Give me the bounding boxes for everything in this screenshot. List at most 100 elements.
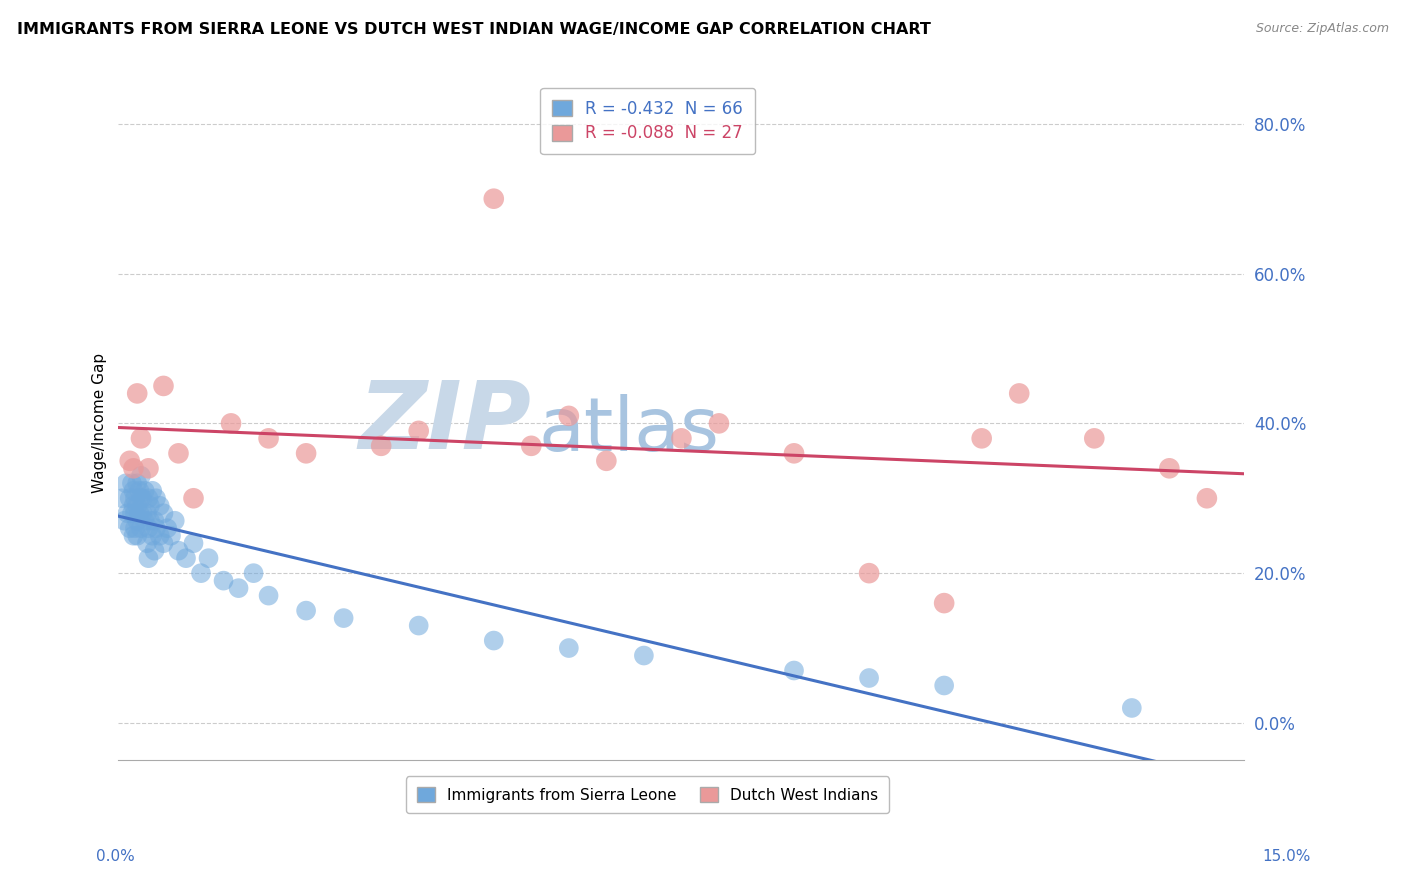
Point — [136, 506, 159, 520]
Point — [558, 641, 581, 656]
Text: IMMIGRANTS FROM SIERRA LEONE VS DUTCH WEST INDIAN WAGE/INCOME GAP CORRELATION CH: IMMIGRANTS FROM SIERRA LEONE VS DUTCH WE… — [17, 22, 931, 37]
Point — [128, 483, 150, 498]
Point — [152, 379, 174, 393]
Point — [295, 446, 318, 460]
Point — [1195, 491, 1218, 506]
Point — [156, 521, 179, 535]
Point — [212, 574, 235, 588]
Point — [145, 521, 167, 535]
Point — [111, 491, 134, 506]
Point — [183, 491, 205, 506]
Point — [127, 499, 149, 513]
Point — [122, 529, 145, 543]
Point — [118, 521, 141, 535]
Point — [129, 491, 152, 506]
Point — [242, 566, 264, 581]
Point — [482, 192, 505, 206]
Point — [408, 424, 430, 438]
Text: 0.0%: 0.0% — [96, 849, 135, 864]
Point — [128, 506, 150, 520]
Point — [858, 566, 880, 581]
Point — [197, 551, 219, 566]
Point — [141, 483, 163, 498]
Point — [138, 551, 160, 566]
Point — [149, 499, 172, 513]
Point — [257, 431, 280, 445]
Point — [121, 506, 143, 520]
Point — [129, 468, 152, 483]
Point — [122, 461, 145, 475]
Point — [124, 506, 146, 520]
Point — [707, 417, 730, 431]
Point — [970, 431, 993, 445]
Point — [127, 529, 149, 543]
Point — [558, 409, 581, 423]
Point — [127, 386, 149, 401]
Point — [139, 514, 162, 528]
Point — [114, 514, 136, 528]
Point — [122, 499, 145, 513]
Point — [127, 514, 149, 528]
Point — [152, 506, 174, 520]
Point — [134, 514, 156, 528]
Point — [131, 506, 153, 520]
Point — [138, 521, 160, 535]
Point — [1159, 461, 1181, 475]
Point — [124, 491, 146, 506]
Point — [143, 543, 166, 558]
Point — [138, 461, 160, 475]
Text: ZIP: ZIP — [359, 377, 531, 469]
Point — [257, 589, 280, 603]
Point — [129, 521, 152, 535]
Point — [1008, 386, 1031, 401]
Point — [124, 521, 146, 535]
Point — [633, 648, 655, 663]
Point — [122, 483, 145, 498]
Point — [167, 446, 190, 460]
Point — [482, 633, 505, 648]
Point — [934, 678, 956, 692]
Point — [134, 483, 156, 498]
Point — [174, 551, 197, 566]
Point — [127, 476, 149, 491]
Point — [671, 431, 693, 445]
Point — [783, 446, 806, 460]
Point — [595, 454, 617, 468]
Point — [138, 491, 160, 506]
Point — [934, 596, 956, 610]
Point — [520, 439, 543, 453]
Point — [152, 536, 174, 550]
Point — [131, 491, 153, 506]
Point — [118, 454, 141, 468]
Point — [117, 506, 139, 520]
Point — [160, 529, 183, 543]
Point — [858, 671, 880, 685]
Point — [121, 476, 143, 491]
Point — [1121, 701, 1143, 715]
Point — [783, 664, 806, 678]
Point — [141, 529, 163, 543]
Text: 15.0%: 15.0% — [1263, 849, 1310, 864]
Text: atlas: atlas — [538, 394, 720, 467]
Point — [145, 491, 167, 506]
Point — [332, 611, 354, 625]
Point — [183, 536, 205, 550]
Point — [136, 536, 159, 550]
Point — [408, 618, 430, 632]
Point — [219, 417, 242, 431]
Point — [118, 491, 141, 506]
Point — [129, 431, 152, 445]
Point — [370, 439, 392, 453]
Legend: Immigrants from Sierra Leone, Dutch West Indians: Immigrants from Sierra Leone, Dutch West… — [406, 777, 889, 814]
Point — [228, 581, 250, 595]
Y-axis label: Wage/Income Gap: Wage/Income Gap — [93, 353, 107, 493]
Point — [190, 566, 212, 581]
Point — [143, 514, 166, 528]
Point — [1083, 431, 1105, 445]
Point — [139, 499, 162, 513]
Point — [163, 514, 186, 528]
Point — [149, 529, 172, 543]
Point — [115, 476, 138, 491]
Point — [167, 543, 190, 558]
Text: Source: ZipAtlas.com: Source: ZipAtlas.com — [1256, 22, 1389, 36]
